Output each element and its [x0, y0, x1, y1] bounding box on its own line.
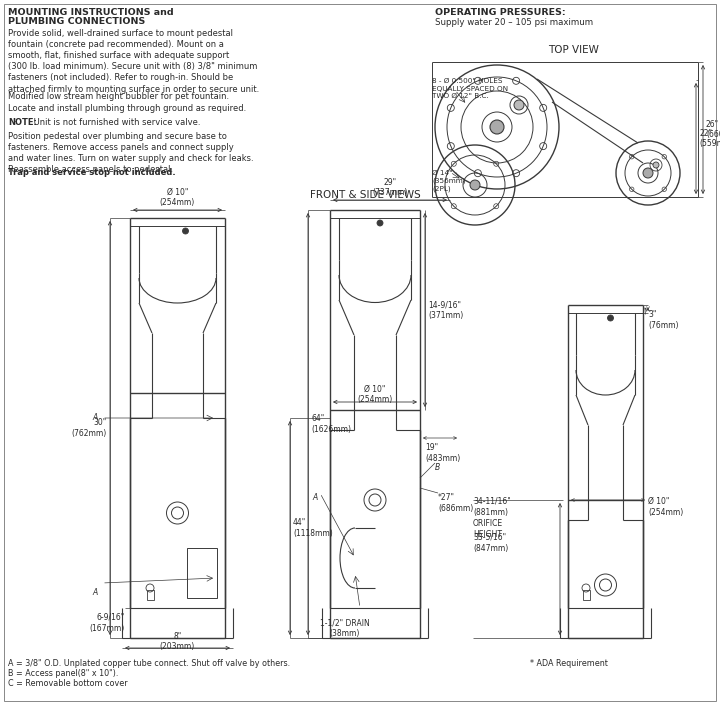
Circle shape — [490, 120, 504, 134]
Text: OPERATING PRESSURES:: OPERATING PRESSURES: — [435, 8, 566, 17]
Text: 8"
(203mm): 8" (203mm) — [160, 632, 195, 651]
Circle shape — [514, 100, 524, 110]
Text: * ADA Requirement: * ADA Requirement — [530, 659, 608, 668]
Bar — [187, 548, 217, 598]
Text: 14-9/16"
(371mm): 14-9/16" (371mm) — [428, 300, 463, 319]
Circle shape — [608, 315, 613, 321]
Text: 1-1/2" DRAIN
(38mm): 1-1/2" DRAIN (38mm) — [320, 618, 370, 638]
Circle shape — [653, 162, 659, 168]
Text: Trap and service stop not included.: Trap and service stop not included. — [8, 168, 176, 177]
Text: 30"
(762mm): 30" (762mm) — [72, 418, 107, 438]
Text: Ø 10"
(254mm): Ø 10" (254mm) — [357, 385, 392, 404]
Text: Position pedestal over plumbing and secure base to
fasteners. Remove access pane: Position pedestal over plumbing and secu… — [8, 132, 253, 174]
Text: A: A — [312, 493, 318, 502]
Text: *27"
(686mm): *27" (686mm) — [438, 493, 473, 513]
Text: C = Removable bottom cover: C = Removable bottom cover — [8, 679, 127, 688]
Text: NOTE:: NOTE: — [8, 118, 37, 127]
Text: 8 - Ø 0.500" HOLES
EQUALLY SPACED ON
TWO Ø 12" B.C.: 8 - Ø 0.500" HOLES EQUALLY SPACED ON TWO… — [432, 78, 508, 99]
Text: 22"
(559mm): 22" (559mm) — [699, 129, 720, 148]
Circle shape — [643, 168, 653, 178]
Circle shape — [182, 228, 189, 234]
Text: Ø 10"
(254mm): Ø 10" (254mm) — [648, 497, 683, 517]
Text: PLUMBING CONNECTIONS: PLUMBING CONNECTIONS — [8, 17, 145, 26]
Text: FRONT & SIDE VIEWS: FRONT & SIDE VIEWS — [310, 190, 420, 200]
Text: Provide solid, well-drained surface to mount pedestal
fountain (concrete pad rec: Provide solid, well-drained surface to m… — [8, 29, 259, 94]
Text: Ø 10"
(254mm): Ø 10" (254mm) — [160, 188, 195, 207]
Text: 44"
(1118mm): 44" (1118mm) — [293, 518, 333, 538]
Text: 19"
(483mm): 19" (483mm) — [425, 443, 460, 463]
Text: 64"
(1626mm): 64" (1626mm) — [311, 415, 351, 434]
Circle shape — [470, 180, 480, 190]
Text: TOP VIEW: TOP VIEW — [549, 45, 600, 55]
Text: 29"
(737mm): 29" (737mm) — [372, 178, 408, 197]
Text: B: B — [435, 463, 440, 472]
Text: 33-5/16"
(847mm): 33-5/16" (847mm) — [473, 533, 508, 553]
Text: Supply water 20 – 105 psi maximum: Supply water 20 – 105 psi maximum — [435, 18, 593, 27]
Text: A: A — [92, 588, 98, 597]
Text: Unit is not furnished with service valve.: Unit is not furnished with service valve… — [31, 118, 200, 127]
Text: 3"
(76mm): 3" (76mm) — [648, 310, 678, 330]
Bar — [583, 590, 590, 600]
Text: A: A — [92, 413, 98, 422]
Text: B = Access panel(8" x 10").: B = Access panel(8" x 10"). — [8, 669, 118, 678]
Text: A = 3/8" O.D. Unplated copper tube connect. Shut off valve by others.: A = 3/8" O.D. Unplated copper tube conne… — [8, 659, 290, 668]
Text: Modified low stream height bubbler for pet fountain.: Modified low stream height bubbler for p… — [8, 92, 229, 101]
Text: 26"
(660mm): 26" (660mm) — [706, 120, 720, 139]
Text: Locate and install plumbing through ground as required.: Locate and install plumbing through grou… — [8, 104, 246, 113]
Text: MOUNTING INSTRUCTIONS and: MOUNTING INSTRUCTIONS and — [8, 8, 174, 17]
Text: Ø 14"
(356mm)
(2PL): Ø 14" (356mm) (2PL) — [432, 170, 466, 192]
Bar — [147, 590, 154, 600]
Circle shape — [377, 220, 383, 226]
Text: 6-9/16"
(167mm): 6-9/16" (167mm) — [90, 613, 125, 633]
Text: 34-11/16"
(881mm)
ORIFICE
HEIGHT: 34-11/16" (881mm) ORIFICE HEIGHT — [473, 497, 510, 539]
